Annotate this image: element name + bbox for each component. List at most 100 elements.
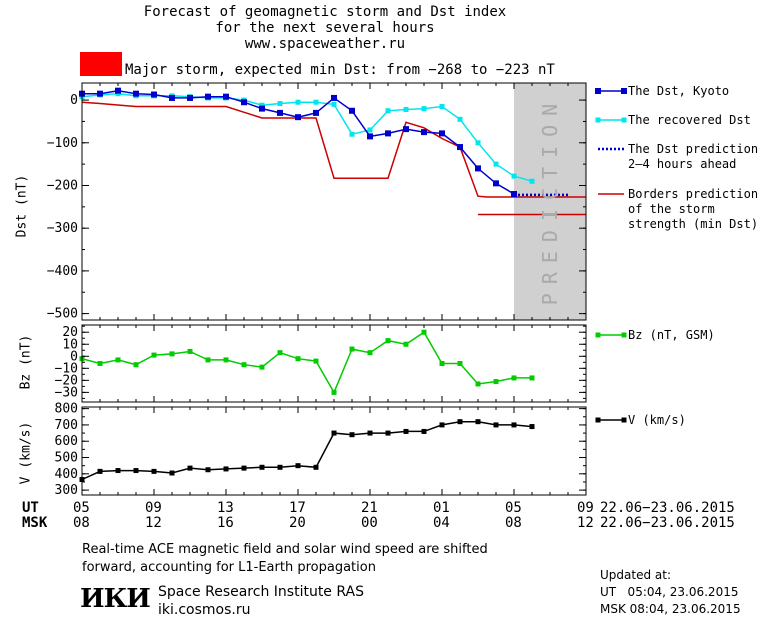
v-point	[331, 430, 337, 436]
updated-ut: UT 05:04, 23.06.2015	[600, 585, 739, 599]
msk-tick-label: 12	[577, 515, 594, 531]
storm-level-badge	[80, 52, 122, 76]
legend-bz: Bz (nT, GSM)	[628, 328, 715, 342]
storm-forecast-text: Major storm, expected min Dst: from −268…	[125, 62, 555, 78]
chart-title-line-1: Forecast of geomagnetic storm and Dst in…	[143, 4, 507, 20]
v-ytick-label: 700	[55, 418, 78, 433]
msk-tick-label: 16	[217, 515, 234, 531]
kyoto-dst-point	[331, 94, 337, 101]
v-point	[439, 422, 445, 428]
borders-prediction-line	[81, 101, 488, 198]
bz-ytick-label: 20	[62, 325, 78, 340]
v-point	[133, 468, 139, 474]
ut-tick-label: 21	[361, 500, 378, 516]
v-panel-frame	[81, 406, 587, 496]
legend-dst-prediction-line-1: The Dst prediction	[628, 142, 759, 156]
prediction-watermark: PREDICTION	[538, 94, 562, 306]
v-point	[241, 465, 247, 471]
kyoto-dst-point	[97, 90, 103, 97]
bz-point	[151, 352, 157, 358]
legend-borders-line-2: of the storm	[628, 202, 715, 216]
legend-borders-line-3: strength (min Dst)	[628, 217, 759, 231]
legend-v-swatch-marker	[621, 417, 627, 423]
kyoto-dst-point	[205, 93, 211, 100]
bz-point	[331, 389, 337, 395]
institute-website[interactable]: iki.cosmos.ru	[158, 602, 251, 618]
legend-dst-kyoto: The Dst, Kyoto	[628, 84, 730, 98]
v-point	[277, 464, 283, 470]
bz-point	[277, 350, 283, 356]
bz-point	[223, 357, 229, 363]
v-ytick-label: 400	[55, 467, 78, 482]
legend-recovered-swatch-marker	[621, 117, 627, 123]
msk-tick-label: 08	[73, 515, 90, 531]
bz-point	[529, 375, 535, 381]
bz-ytick-label: −30	[55, 385, 78, 400]
kyoto-dst-point	[349, 107, 355, 114]
v-point	[403, 428, 409, 434]
chart-title-url[interactable]: www.spaceweather.ru	[244, 36, 406, 52]
v-point	[457, 419, 463, 425]
kyoto-dst-point	[439, 130, 445, 137]
bz-point	[349, 346, 355, 352]
ut-date-range: 22.06−23.06.2015	[600, 500, 735, 516]
dst-ytick-label: 0	[70, 93, 78, 108]
legend-v-swatch-marker	[595, 417, 601, 423]
v-ytick-label: 500	[55, 451, 78, 466]
v-point	[97, 468, 103, 474]
kyoto-dst-point	[187, 94, 193, 101]
dst-panel-frame	[81, 82, 587, 321]
recovered-dst-point	[259, 102, 265, 108]
dst-ytick-label: −500	[47, 307, 78, 322]
legend-dst-prediction-line-2: 2–4 hours ahead	[628, 157, 737, 171]
msk-tick-label: 20	[289, 515, 306, 531]
v-point	[151, 468, 157, 474]
v-point	[205, 467, 211, 473]
v-point	[421, 428, 427, 434]
kyoto-dst-point	[385, 130, 391, 137]
msk-tick-label: 00	[361, 515, 378, 531]
ut-tick-label: 09	[145, 500, 162, 516]
ut-tick-label: 05	[73, 500, 90, 516]
iki-logo: ИКИ	[80, 584, 151, 614]
chart-area: 0−100−200−300−400−50020100−10−20−3080070…	[47, 82, 627, 498]
institute-name: Space Research Institute RAS	[158, 584, 364, 600]
bz-ytick-label: 10	[62, 337, 78, 352]
recovered-dst-point	[475, 140, 481, 146]
recovered-dst-point	[331, 101, 337, 107]
ut-tick-label: 05	[505, 500, 522, 516]
bz-ytick-label: 0	[70, 349, 78, 364]
msk-tick-label: 04	[433, 515, 450, 531]
legend-recovered-swatch-marker	[595, 117, 601, 123]
msk-row-label: MSK	[22, 515, 48, 531]
legend-dst-recovered: The recovered Dst	[628, 113, 751, 127]
kyoto-dst-point	[133, 90, 139, 97]
prediction-shade	[514, 83, 586, 320]
bz-ytick-label: −20	[55, 373, 78, 388]
recovered-dst-point	[511, 173, 517, 179]
ut-tick-label: 13	[217, 500, 234, 516]
bz-ytick-label: −10	[55, 361, 78, 376]
recovered-dst-point	[367, 127, 373, 133]
dst-ytick-label: −200	[47, 178, 78, 193]
bz-point	[169, 351, 175, 357]
kyoto-dst-point	[403, 126, 409, 133]
dst-ytick-label: −400	[47, 264, 78, 279]
recovered-dst-point	[385, 108, 391, 114]
v-ylabel: V (km/s)	[18, 421, 34, 485]
recovered-dst-point	[421, 106, 427, 112]
v-point	[349, 432, 355, 438]
bz-point	[259, 364, 265, 370]
bz-point	[421, 329, 427, 335]
kyoto-dst-point	[421, 129, 427, 136]
recovered-dst-point	[313, 99, 319, 105]
bz-ylabel: Bz (nT)	[18, 334, 34, 390]
v-point	[313, 464, 319, 470]
recovered-dst-point	[439, 103, 445, 109]
legend-bz-swatch-marker	[621, 332, 627, 338]
kyoto-dst-point	[493, 180, 499, 187]
dst-ytick-label: −100	[47, 136, 78, 151]
bz-point	[205, 357, 211, 363]
recovered-dst-point	[349, 131, 355, 137]
ut-tick-label: 01	[433, 500, 450, 516]
